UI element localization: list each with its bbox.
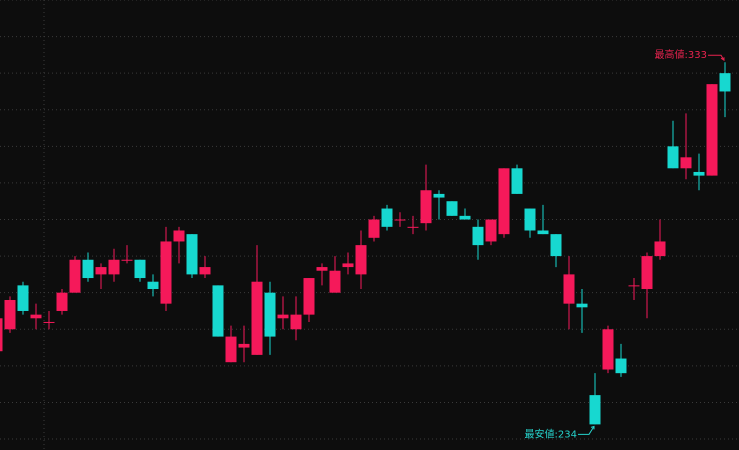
candle-body xyxy=(199,267,211,275)
candle-body xyxy=(4,300,16,330)
candle-body xyxy=(420,190,432,224)
candle-body xyxy=(329,270,341,293)
candle-body xyxy=(563,274,575,304)
candle-body xyxy=(212,285,224,337)
high-arrow xyxy=(708,54,725,62)
candle-body xyxy=(628,285,640,287)
high-label: 最高値:333 xyxy=(655,48,707,61)
candle-body xyxy=(680,157,692,169)
candle-body xyxy=(0,318,3,352)
candle-body xyxy=(485,219,497,242)
candle-body xyxy=(407,226,419,228)
candle-body xyxy=(498,168,510,235)
candle-body xyxy=(667,146,679,169)
candle-body xyxy=(82,259,94,279)
low-label: 最安値:234 xyxy=(525,427,577,440)
candle-body xyxy=(394,219,406,221)
candle-body xyxy=(17,285,29,311)
candle-body xyxy=(719,73,731,92)
candle-body xyxy=(550,234,562,257)
candle-body xyxy=(576,303,588,308)
candle-body xyxy=(693,171,705,176)
candle-body xyxy=(160,241,172,304)
candle-body xyxy=(95,267,107,275)
low-arrow xyxy=(578,425,595,435)
candle-body xyxy=(290,314,302,330)
candle-body xyxy=(43,321,55,323)
candle-body xyxy=(264,292,276,337)
candle-body xyxy=(368,219,380,238)
candle-body xyxy=(316,267,328,271)
candle-body xyxy=(472,226,484,246)
candle-body xyxy=(69,259,81,293)
candle-body xyxy=(238,343,250,348)
candle-body xyxy=(147,281,159,290)
candle-body xyxy=(251,281,263,355)
candle-body xyxy=(56,292,68,311)
candle-body xyxy=(446,201,458,216)
candle-body xyxy=(277,314,289,319)
candle-body xyxy=(602,329,614,370)
candle-body xyxy=(30,314,42,319)
candle-body xyxy=(537,230,549,235)
candle-body xyxy=(615,358,627,374)
candle-body xyxy=(706,84,718,176)
candle-body xyxy=(641,256,653,290)
candle-body xyxy=(225,336,237,363)
candle-body xyxy=(433,193,445,198)
candle-body xyxy=(134,259,146,279)
candle-body xyxy=(186,234,198,275)
candle-body xyxy=(121,259,133,261)
candle-body xyxy=(303,278,315,315)
candle-body xyxy=(342,263,354,268)
candle-body xyxy=(654,241,666,257)
candle-body xyxy=(381,208,393,227)
candle-body xyxy=(589,395,601,425)
candle-body xyxy=(108,259,120,275)
candle-body xyxy=(459,215,471,220)
candle-body xyxy=(524,208,536,231)
candle-body xyxy=(173,230,185,242)
candle-body xyxy=(355,245,367,275)
candle-body xyxy=(511,168,523,194)
